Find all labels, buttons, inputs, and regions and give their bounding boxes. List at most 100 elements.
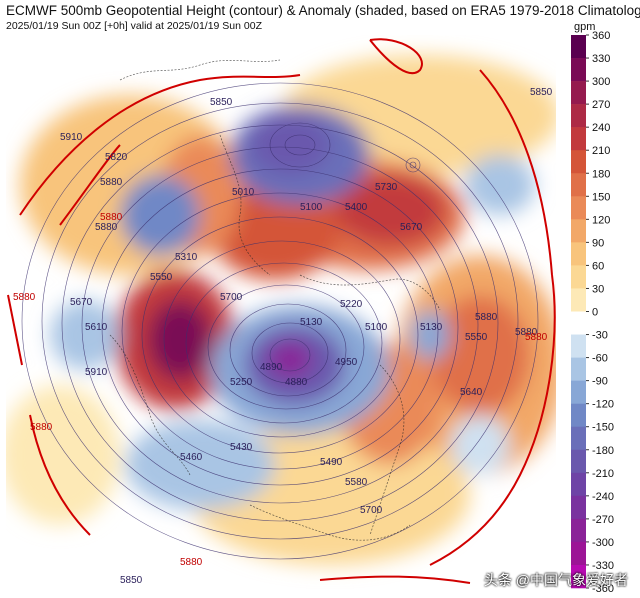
contour-label: 5550 (465, 332, 488, 343)
contour-label: 5640 (460, 387, 483, 398)
colorbar-box (571, 541, 586, 566)
colorbar-box (571, 219, 586, 243)
colorbar-tick-label: -180 (592, 445, 614, 457)
colorbar-tick-label: -90 (592, 376, 608, 388)
contour-label: 5820 (105, 152, 128, 163)
contour-label: 5010 (232, 187, 255, 198)
polar-map: 5850 5910 5820 5880 5850 5880 5010 5100 5400 5730… (6, 35, 556, 598)
contour-label: 5310 (175, 252, 198, 263)
contour-label: 5430 (230, 442, 253, 453)
red-contour-label: 5880 (180, 557, 203, 568)
contour-label: 5670 (70, 297, 93, 308)
contour-label: 5100 (365, 322, 388, 333)
contour-label: 5550 (150, 272, 173, 283)
contour-label: 5700 (220, 292, 243, 303)
contour-label: 4950 (335, 357, 358, 368)
colorbar-box (571, 173, 586, 197)
colorbar-box (571, 334, 586, 358)
contour-label: 5880 (95, 222, 118, 233)
contour-label: 5400 (345, 202, 368, 213)
colorbar-tick-label: -360 (592, 583, 614, 595)
contour-label: 5880 (475, 312, 498, 323)
chart-title: ECMWF 500mb Geopotential Height (contour… (6, 3, 640, 18)
colorbar-tick-label: 60 (592, 260, 604, 272)
colorbar-tick-label: -60 (592, 353, 608, 365)
colorbar-box (571, 81, 586, 105)
contour-label: 5670 (400, 222, 423, 233)
colorbar-tick-label: 120 (592, 214, 610, 226)
colorbar-unit: gpm (574, 22, 595, 33)
contour-labels: 5850 5910 5820 5880 5850 5880 5010 5100 5400 5730… (60, 87, 553, 586)
colorbar-tick-label: 270 (592, 99, 610, 111)
colorbar-box (571, 104, 586, 128)
colorbar-box (571, 288, 586, 312)
colorbar-box (571, 127, 586, 151)
colorbar-box (571, 380, 586, 404)
contour-label: 5610 (85, 322, 108, 333)
colorbar-tick-label: 210 (592, 145, 610, 157)
coastlines (109, 59, 441, 541)
contour-label: 5580 (345, 477, 368, 488)
colorbar-tick-label: -30 (592, 330, 608, 342)
colorbar-box (571, 196, 586, 220)
colorbar-box (571, 472, 586, 497)
contour-label: 5880 (100, 177, 123, 188)
contour-label: 5490 (320, 457, 343, 468)
chart-subtitle: 2025/01/19 Sun 00Z [+0h] valid at 2025/0… (6, 20, 262, 32)
colorbar-box (571, 495, 586, 520)
colorbar-box (571, 242, 586, 266)
colorbar-tick-label: -330 (592, 560, 614, 572)
colorbar-box (571, 518, 586, 543)
red-contour-label: 5880 (525, 332, 548, 343)
contour-label: 5850 (530, 87, 553, 98)
colorbar-tick-label: 90 (592, 237, 604, 249)
contour-label: 4890 (260, 362, 283, 373)
colorbar-tick-label: -210 (592, 468, 614, 480)
colorbar-box (571, 58, 586, 82)
colorbar-tick-label: 360 (592, 30, 610, 42)
colorbar-box (571, 426, 586, 451)
red-contour-label: 5880 (13, 292, 36, 303)
colorbar-tick-label: 240 (592, 122, 610, 134)
colorbar: gpm 3603303002702402101801501209060300-3… (571, 22, 614, 595)
colorbar-tick-label: -120 (592, 399, 614, 411)
contour-label: 5880 (515, 327, 538, 338)
colorbar-tick-label: -270 (592, 514, 614, 526)
colorbar-box (571, 564, 586, 589)
contour-5880 (7, 38, 556, 584)
colorbar-tick-label: 30 (592, 283, 604, 295)
colorbar-box (571, 35, 586, 59)
contour-label: 4880 (285, 377, 308, 388)
colorbar-tick-label: 150 (592, 191, 610, 203)
colorbar-tick-label: 330 (592, 53, 610, 65)
contour-label: 5130 (420, 322, 443, 333)
contour-label: 5910 (60, 132, 83, 143)
contour-label: 5700 (360, 505, 383, 516)
red-contour-label: 5880 (100, 212, 123, 223)
contour-label: 5730 (375, 182, 398, 193)
contour-label: 5130 (300, 317, 323, 328)
anomaly-shading (6, 55, 556, 565)
colorbar-tick-label: -240 (592, 491, 614, 503)
colorbar-tick-label: -300 (592, 537, 614, 549)
colorbar-box (571, 357, 586, 381)
colorbar-tick-label: 180 (592, 168, 610, 180)
colorbar-tick-label: -150 (592, 422, 614, 434)
colorbar-tick-label: 0 (592, 307, 598, 319)
colorbar-box (571, 311, 586, 335)
contour-label: 5250 (230, 377, 253, 388)
colorbar-box (571, 265, 586, 289)
contour-label: 5850 (210, 97, 233, 108)
contour-label: 5220 (340, 299, 363, 310)
watermark: 头条 @中国气象爱好者 (483, 572, 628, 588)
colorbar-boxes (571, 35, 586, 589)
height-contours (21, 82, 539, 560)
colorbar-box (571, 449, 586, 474)
contour-label: 5850 (120, 575, 143, 586)
colorbar-box (571, 150, 586, 174)
red-contour-label: 5880 (30, 422, 53, 433)
contour-label: 5460 (180, 452, 203, 463)
colorbar-tick-label: 300 (592, 76, 610, 88)
colorbar-ticks: 3603303002702402101801501209060300-30-60… (586, 30, 614, 595)
